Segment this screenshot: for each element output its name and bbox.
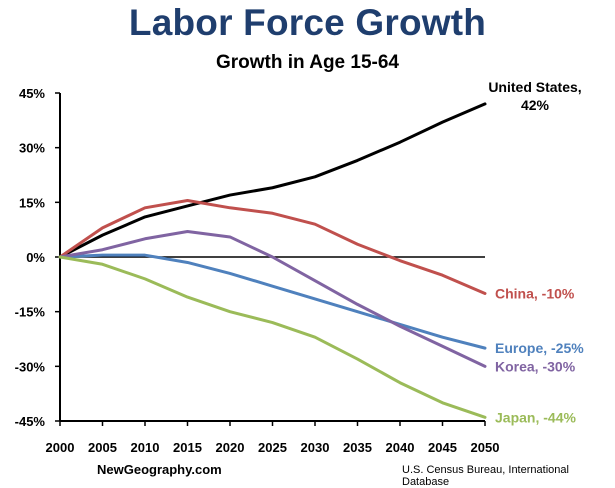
- chart-subtitle: Growth in Age 15-64: [216, 52, 399, 73]
- series-value-united-states: 42%: [521, 97, 550, 113]
- series-label-united-states: United States,: [488, 79, 581, 95]
- series-label-korea: Korea, -30%: [495, 358, 576, 374]
- x-tick-label: 2015: [173, 440, 202, 455]
- y-tick-label: -15%: [15, 305, 46, 320]
- x-tick-label: 2040: [386, 440, 415, 455]
- source-credit: U.S. Census Bureau, International Databa…: [402, 464, 569, 488]
- x-tick-label: 2005: [88, 440, 117, 455]
- series-line-japan: [58, 255, 487, 419]
- y-tick-label: -45%: [15, 414, 46, 429]
- y-tick-label: 0%: [26, 250, 45, 265]
- series-line-europe: [58, 253, 487, 350]
- x-tick-label: 2010: [131, 440, 160, 455]
- x-tick-label: 2045: [428, 440, 457, 455]
- x-tick-label: 2050: [471, 440, 500, 455]
- x-tick-label: 2000: [46, 440, 75, 455]
- series-line-china: [58, 199, 487, 295]
- series-label-china: China, -10%: [495, 285, 575, 301]
- chart-title: Labor Force Growth: [128, 2, 487, 43]
- y-tick-label: 15%: [19, 195, 45, 210]
- x-tick-label: 2035: [343, 440, 372, 455]
- source-website: NewGeography.com: [97, 462, 222, 477]
- series-line-united-states: [58, 102, 487, 259]
- x-tick-label: 2030: [301, 440, 330, 455]
- x-tick-label: 2020: [216, 440, 245, 455]
- x-tick-label: 2025: [258, 440, 287, 455]
- y-tick-label: -30%: [15, 359, 46, 374]
- series-label-japan: Japan, -44%: [495, 409, 576, 425]
- series-label-europe: Europe, -25%: [495, 340, 584, 356]
- y-tick-label: 45%: [19, 86, 45, 101]
- series-line-korea: [58, 229, 487, 368]
- y-tick-label: 30%: [19, 141, 45, 156]
